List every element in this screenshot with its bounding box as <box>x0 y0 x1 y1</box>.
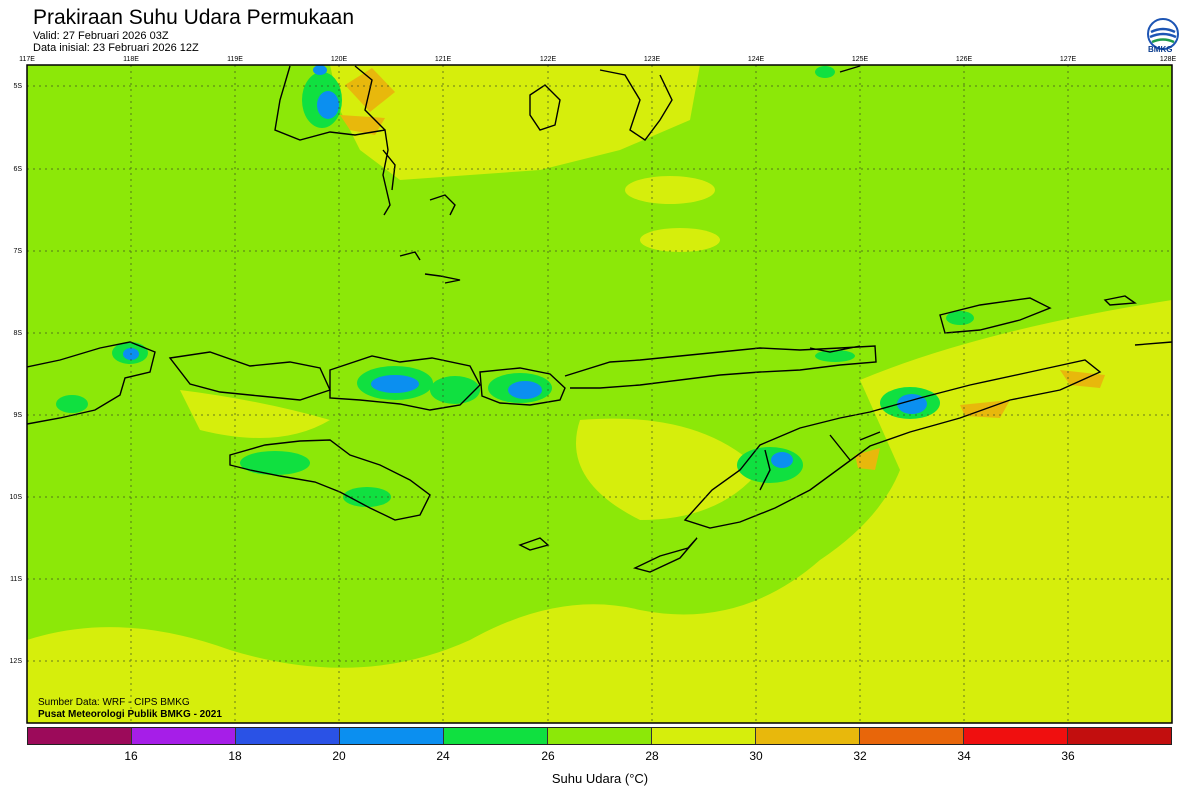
colorbar-bin <box>548 728 652 744</box>
lon-label: 117E <box>19 56 35 63</box>
green-patch-10 <box>56 395 88 413</box>
coast-flores-west <box>329 355 481 411</box>
blue-patch-6 <box>771 452 793 468</box>
colorbar-label: 30 <box>749 749 763 763</box>
lat-label: 6S <box>13 166 22 173</box>
colorbar-label: 28 <box>645 749 659 763</box>
bmkg-logo <box>1147 18 1179 50</box>
map-title: Prakiraan Suhu Udara Permukaan <box>33 6 355 29</box>
coast-small-1 <box>1103 295 1137 306</box>
colorbar-bin <box>132 728 236 744</box>
colorbar-label: 24 <box>436 749 450 763</box>
green-patch-3 <box>430 376 480 404</box>
lat-label: 11S <box>10 576 22 583</box>
colorbar-bin <box>756 728 860 744</box>
colorbar-label: 20 <box>332 749 346 763</box>
coast-sumba <box>229 439 431 521</box>
coast-bonerate <box>399 251 461 284</box>
coast-flores-east <box>479 367 566 406</box>
init-time: Data inisial: 23 Februari 2026 12Z <box>33 42 199 54</box>
lon-label: 128E <box>1160 56 1177 63</box>
yellow-patch-1 <box>625 176 715 204</box>
lon-label: 127E <box>1060 56 1077 63</box>
colorbar-bin <box>340 728 444 744</box>
green-patch-5 <box>240 451 310 475</box>
colorbar-bin <box>444 728 548 744</box>
blue-patch-2 <box>313 65 327 75</box>
colorbar-title: Suhu Udara (°C) <box>551 771 649 786</box>
lat-label: 5S <box>13 83 22 90</box>
blue-patch-4 <box>508 381 542 399</box>
colorbar-bin <box>964 728 1068 744</box>
colorbar-bin <box>28 728 132 744</box>
logo-text: BMKG <box>1148 45 1173 54</box>
lat-label: 10S <box>10 494 23 501</box>
map-frame <box>26 64 1173 724</box>
colorbar-label: 36 <box>1061 749 1075 763</box>
lon-label: 126E <box>956 56 973 63</box>
yellow-zone-sumbawa-south <box>180 390 330 438</box>
blue-patch-5 <box>897 394 927 414</box>
colorbar-label: 18 <box>228 749 242 763</box>
lon-label: 123E <box>644 56 661 63</box>
coast-sulawesi-se <box>354 65 386 131</box>
lon-label: 119E <box>227 56 243 63</box>
lat-label: 9S <box>13 412 22 419</box>
coast-timor-border <box>759 431 881 491</box>
blue-patch-1 <box>317 91 339 119</box>
green-patch-8 <box>737 447 803 483</box>
publisher-credit: Pusat Meteorologi Publik BMKG - 2021 <box>38 709 222 720</box>
coast-selayar <box>429 194 456 216</box>
coast-east-islands <box>839 65 861 73</box>
coast-wetar <box>939 297 1052 334</box>
colorbar-label: 16 <box>124 749 138 763</box>
yellow-patch-2 <box>640 228 720 252</box>
coast-rote <box>632 537 698 573</box>
orange-patch-5 <box>855 448 880 470</box>
yellow-zone-east <box>860 300 1172 470</box>
green-patch-12 <box>815 66 835 78</box>
lat-label: 12S <box>10 658 23 665</box>
coast-alor <box>809 345 861 353</box>
colorbar-label: 34 <box>957 749 971 763</box>
lon-label: 121E <box>435 56 452 63</box>
coast-timor <box>683 359 1102 529</box>
colorbar <box>27 727 1172 745</box>
yellow-zone-timor <box>576 418 760 520</box>
lon-label: 122E <box>540 56 557 63</box>
lat-label: 8S <box>13 330 22 337</box>
coast-lombok-bali <box>27 341 156 425</box>
orange-patch-2 <box>340 115 385 135</box>
data-source-credit: Sumber Data: WRF - CIPS BMKG <box>38 697 190 708</box>
lat-label: 7S <box>13 248 22 255</box>
coast-flores-tail <box>564 345 877 389</box>
yellow-patch-3 <box>1090 603 1150 627</box>
colorbar-label: 26 <box>541 749 555 763</box>
lon-label: 124E <box>748 56 765 63</box>
lon-label: 120E <box>331 56 348 63</box>
coast-buton <box>529 84 561 131</box>
coast-banda-north <box>599 69 673 141</box>
graticule <box>27 65 1172 723</box>
colorbar-bin <box>236 728 340 744</box>
valid-time: Valid: 27 Februari 2026 03Z <box>33 30 169 42</box>
green-patch-13 <box>815 350 855 362</box>
green-patch-6 <box>343 487 391 507</box>
green-patch-11 <box>946 311 974 325</box>
coast-small-2 <box>1134 341 1172 346</box>
blue-patch-3 <box>371 375 419 393</box>
coast-sulawesi <box>274 65 396 216</box>
colorbar-bin <box>1068 728 1171 744</box>
colorbar-label: 32 <box>853 749 867 763</box>
yellow-zone-north <box>330 65 700 180</box>
map-field <box>27 65 1172 723</box>
coastlines <box>27 65 1172 573</box>
yellow-zone-south <box>27 360 1172 723</box>
colorbar-bin <box>860 728 964 744</box>
lon-label: 125E <box>852 56 869 63</box>
colorbar-bin <box>652 728 756 744</box>
lon-label: 118E <box>123 56 139 63</box>
